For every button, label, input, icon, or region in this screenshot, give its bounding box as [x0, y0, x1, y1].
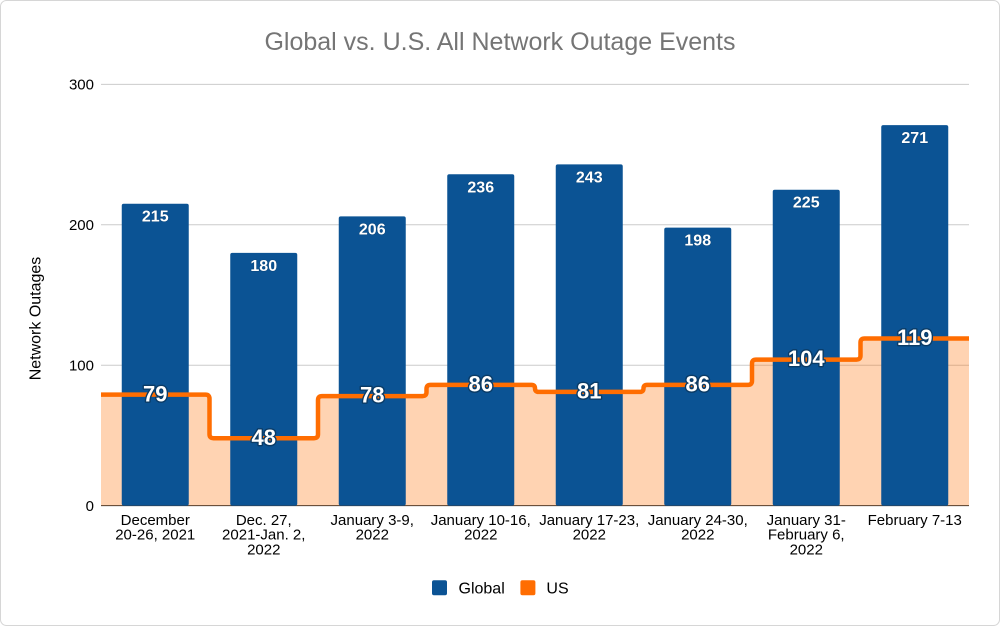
- svg-text:US: US: [546, 580, 568, 597]
- svg-text:2022: 2022: [356, 527, 389, 544]
- svg-text:January 10-16,: January 10-16,: [431, 512, 531, 529]
- svg-text:86: 86: [686, 372, 710, 397]
- svg-text:78: 78: [360, 383, 384, 408]
- svg-text:215: 215: [142, 209, 169, 226]
- svg-text:81: 81: [577, 379, 601, 404]
- svg-text:2021-Jan. 2,: 2021-Jan. 2,: [222, 527, 305, 544]
- svg-text:100: 100: [69, 358, 94, 375]
- svg-text:271: 271: [901, 130, 928, 147]
- svg-text:2022: 2022: [573, 527, 606, 544]
- svg-text:206: 206: [359, 221, 386, 238]
- svg-text:2022: 2022: [681, 527, 714, 544]
- svg-text:236: 236: [467, 179, 494, 196]
- svg-text:January 24-30,: January 24-30,: [648, 512, 748, 529]
- svg-text:225: 225: [793, 195, 820, 212]
- svg-text:300: 300: [69, 77, 94, 94]
- svg-text:104: 104: [788, 346, 825, 371]
- svg-text:198: 198: [684, 233, 711, 250]
- svg-text:Network Outages: Network Outages: [28, 257, 45, 381]
- svg-text:243: 243: [576, 169, 603, 186]
- svg-text:January 31-: January 31-: [767, 512, 846, 529]
- svg-text:Global vs. U.S. All Network Ou: Global vs. U.S. All Network Outage Event…: [264, 28, 735, 56]
- svg-text:2022: 2022: [790, 541, 823, 558]
- svg-text:79: 79: [143, 381, 167, 406]
- svg-text:2022: 2022: [247, 541, 280, 558]
- svg-text:February 7-13: February 7-13: [868, 512, 962, 529]
- svg-text:200: 200: [69, 217, 94, 234]
- svg-text:December: December: [121, 512, 190, 529]
- svg-text:Global: Global: [459, 580, 505, 597]
- svg-text:Dec. 27,: Dec. 27,: [236, 512, 292, 529]
- svg-text:January 17-23,: January 17-23,: [539, 512, 639, 529]
- svg-text:119: 119: [897, 325, 933, 350]
- svg-text:20-26, 2021: 20-26, 2021: [115, 527, 195, 544]
- svg-text:86: 86: [469, 372, 493, 397]
- svg-text:48: 48: [252, 425, 276, 450]
- svg-text:2022: 2022: [464, 527, 497, 544]
- svg-text:January 3-9,: January 3-9,: [331, 512, 414, 529]
- svg-text:February 6,: February 6,: [768, 527, 845, 544]
- svg-text:180: 180: [250, 258, 277, 275]
- svg-text:0: 0: [86, 498, 94, 515]
